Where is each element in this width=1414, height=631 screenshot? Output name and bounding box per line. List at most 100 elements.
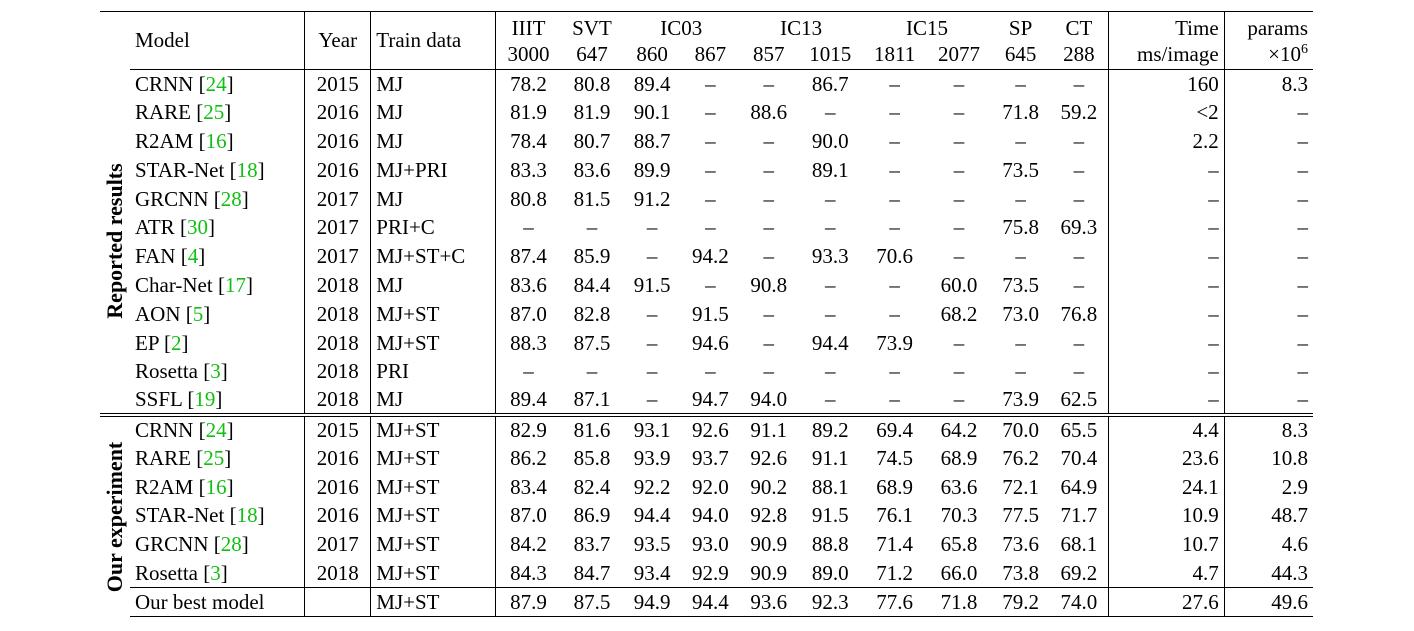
score-cell: –: [825, 272, 836, 297]
score-cell: –: [1015, 244, 1026, 269]
table-row: ATR [30] 2017 PRI+C – – – – – – – –75.8 69.3– –: [100, 213, 1313, 243]
score-cell: 71.2: [876, 560, 913, 585]
year-cell: 2016: [304, 443, 372, 473]
score-cell: 94.4: [681, 587, 740, 618]
score-cell: –: [1049, 271, 1110, 300]
score-cell: 90.2: [750, 474, 788, 499]
model-cell: Our best model: [130, 587, 305, 618]
score-cell: –: [1049, 69, 1110, 99]
citation-link[interactable]: 5: [192, 301, 204, 326]
params-exponent: 6: [1301, 41, 1308, 57]
train-data-cell: MJ: [370, 184, 497, 214]
params-cell: –: [1297, 128, 1309, 153]
score-cell: –: [953, 215, 965, 240]
group-label-text: Reported results: [102, 163, 127, 319]
score-cell: –: [705, 186, 716, 211]
group-label: Our experiment: [100, 413, 130, 617]
citation-link[interactable]: 16: [205, 128, 227, 153]
params-multiplier: ×10: [1268, 41, 1301, 66]
score-cell: 89.4: [510, 387, 547, 412]
model-cell: R2AM [16]: [135, 474, 234, 499]
score-cell: 70.4: [1049, 443, 1110, 473]
score-cell: 78.2: [510, 71, 547, 96]
score-cell: 73.9: [1002, 387, 1039, 412]
score-cell: 92.6: [750, 445, 788, 470]
header-dataset-size: 645: [991, 39, 1050, 70]
score-cell: –: [953, 330, 965, 355]
score-cell: 90.9: [750, 560, 788, 585]
score-cell: 76.2: [1002, 445, 1039, 470]
score-cell: –: [586, 359, 598, 384]
time-cell: –: [1108, 299, 1225, 329]
score-cell: 91.5: [811, 503, 849, 528]
header-dataset: IC15: [862, 11, 992, 39]
citation-link[interactable]: 25: [203, 100, 225, 125]
table-row: RARE [25] 2016 MJ+ST 86.2 85.8 93.9 93.7 92.6 91…: [100, 443, 1313, 473]
citation-link[interactable]: 4: [187, 244, 199, 269]
score-cell: –: [825, 100, 836, 125]
score-cell: –: [705, 215, 716, 240]
model-cell: RARE [25]: [135, 100, 232, 125]
header-year: Year: [304, 11, 372, 70]
score-cell: 79.2: [991, 587, 1050, 618]
model-cell: EP [2]: [135, 330, 189, 355]
model-cell: GRCNN [28]: [135, 186, 249, 211]
score-cell: 87.0: [510, 503, 547, 528]
score-cell: 88.3: [510, 330, 547, 355]
citation-link[interactable]: 24: [205, 71, 227, 96]
score-cell: 85.8: [573, 445, 611, 470]
model-cell: STAR-Net [18]: [135, 157, 265, 182]
score-cell: 73.8: [1002, 560, 1039, 585]
time-cell: –: [1108, 213, 1225, 243]
score-cell: 94.0: [692, 503, 729, 528]
citation-link[interactable]: 18: [236, 157, 258, 182]
table-row: EP [2] 2018 MJ+ST 88.3 87.5–94.6–94.4 73.9– – –…: [100, 328, 1313, 358]
citation-link[interactable]: 25: [203, 445, 225, 470]
score-cell: –: [953, 186, 965, 211]
score-cell: 83.4: [510, 474, 547, 499]
score-cell: 81.5: [573, 186, 611, 211]
score-cell: 87.4: [510, 244, 547, 269]
citation-link[interactable]: 18: [236, 503, 258, 528]
year-cell: 2017: [304, 242, 372, 272]
params-cell: 8.3: [1281, 71, 1308, 96]
score-cell: 71.8: [926, 587, 992, 618]
score-cell: 74.0: [1049, 587, 1110, 618]
score-cell: 75.8: [1002, 215, 1039, 240]
table-row: Our best model MJ+ST 87.9 87.5 94.9 94.4 93.6 9…: [100, 587, 1313, 618]
citation-link[interactable]: 16: [205, 474, 227, 499]
score-cell: –: [763, 157, 774, 182]
citation-link[interactable]: 3: [210, 359, 221, 384]
params-cell: 49.6: [1224, 587, 1313, 618]
model-name: Char-Net: [135, 272, 213, 297]
citation-link[interactable]: 2: [170, 330, 182, 355]
year-cell: 2018: [304, 559, 372, 588]
train-data-cell: MJ+PRI: [370, 155, 497, 185]
citation-link[interactable]: 19: [194, 387, 216, 412]
citation-link[interactable]: 30: [186, 215, 208, 240]
results-table: Model Year Train data IIIT SVT IC03 IC13…: [100, 11, 1313, 618]
score-cell: 94.4: [633, 503, 671, 528]
params-cell: 44.3: [1271, 560, 1308, 585]
table-row: FAN [4] 2017 MJ+ST+C 87.4 85.9 – 94.2 – 93.3 70.6…: [100, 242, 1313, 272]
citation-link[interactable]: 17: [224, 272, 246, 297]
score-cell: –: [889, 186, 900, 211]
header-time: Time: [1108, 11, 1225, 39]
score-cell: –: [953, 100, 965, 125]
time-cell: –: [1108, 328, 1225, 358]
model-cell: Rosetta [3]: [135, 560, 228, 585]
table-row: Rosetta [3] 2018 MJ+ST 84.3 84.7 93.4 92.9 90.9…: [100, 559, 1313, 588]
score-cell: –: [763, 244, 774, 269]
year-cell: 2018: [304, 328, 372, 358]
score-cell: –: [953, 71, 965, 96]
model-cell: STAR-Net [18]: [135, 503, 265, 528]
score-cell: –: [705, 272, 716, 297]
header-dataset-size: 857: [739, 39, 798, 70]
citation-link[interactable]: 3: [210, 560, 221, 585]
train-data-cell: MJ+ST: [370, 299, 497, 329]
citation-link[interactable]: 24: [205, 417, 227, 442]
year-cell: 2017: [304, 213, 372, 243]
citation-link[interactable]: 28: [220, 532, 242, 557]
citation-link[interactable]: 28: [220, 186, 242, 211]
header-dataset: IC03: [622, 11, 740, 39]
